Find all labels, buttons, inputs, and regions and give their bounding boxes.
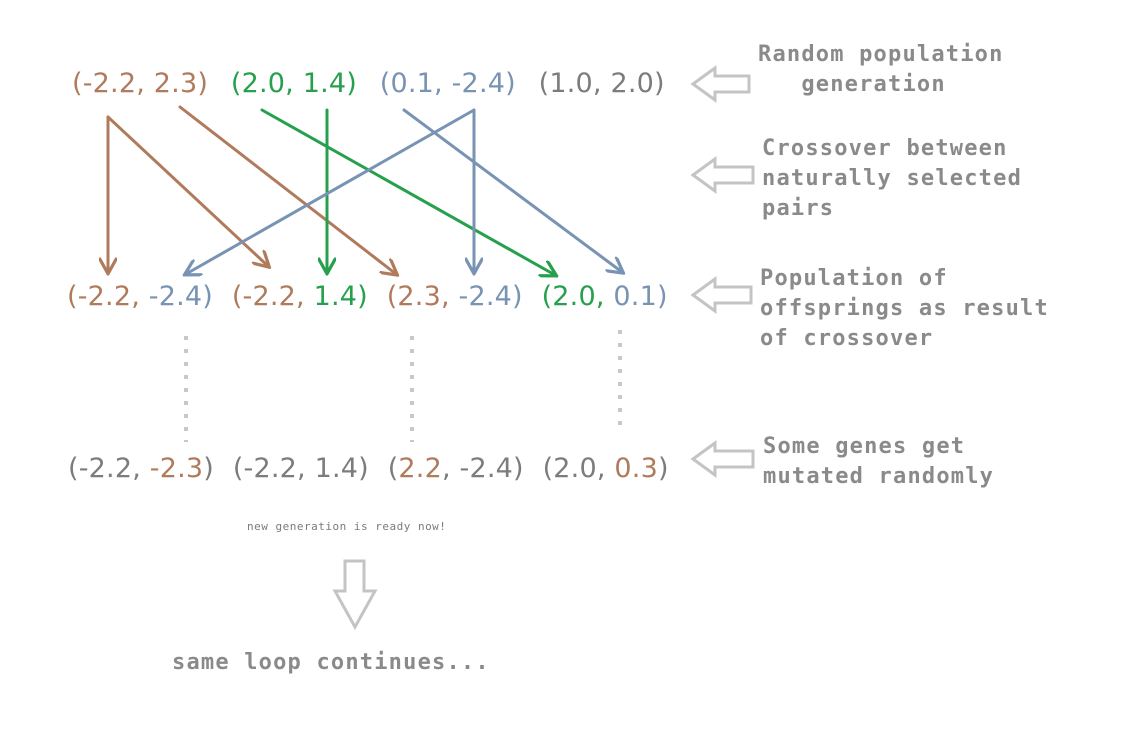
initial-population-row: (-2.2, 2.3) (2.0, 1.4) (0.1, -2.4) (1.0,…: [72, 68, 665, 99]
individual-2: (2.0, 1.4): [230, 68, 357, 99]
brown-arrow-2: [106, 115, 268, 266]
mutated-1-gene-a: -2.2: [78, 453, 133, 484]
hollow-arrow-left-icon-4: [690, 440, 755, 478]
mutated-2-close: ): [358, 453, 369, 484]
offspring-population-row: (-2.2, -2.4) (-2.2, 1.4) (2.3, -2.4) (2.…: [67, 281, 668, 312]
offspring-3-open: (: [386, 281, 398, 312]
caption-random-population-line-2: generation: [758, 72, 946, 97]
mutated-4-gene-b: 0.3: [614, 453, 658, 484]
mutated-2-gene-a: -2.2: [243, 453, 298, 484]
new-generation-note: new generation is ready now!: [247, 520, 447, 533]
offspring-2: (-2.2, 1.4): [232, 281, 368, 312]
green-arrow-2: [260, 108, 555, 275]
mutated-3-open: (: [387, 453, 399, 484]
mutated-2-open: (: [232, 453, 244, 484]
offspring-4: (2.0, 0.1): [542, 281, 668, 312]
caption-mutation-line-1: Some genes get: [763, 434, 966, 459]
offspring-3: (2.3, -2.4): [387, 281, 523, 312]
hollow-arrow-left-icon-3: [690, 276, 753, 314]
offspring-2-gene-a: -2.2: [242, 281, 297, 312]
caption-offspring-line-3: of crossover: [760, 326, 934, 351]
offspring-3-gene-a: 2.3: [397, 281, 441, 312]
offspring-1-close: ): [202, 281, 214, 312]
offspring-4-gene-a: 2.0: [552, 281, 596, 312]
mutated-1-close: ): [203, 453, 215, 484]
hollow-arrow-left-icon-1: [690, 65, 751, 103]
mutated-2-gene-b: 1.4: [314, 453, 359, 484]
caption-crossover-line-3: pairs: [762, 196, 835, 221]
offspring-1-gene-a: -2.2: [77, 281, 132, 312]
individual-4: (1.0, 2.0): [538, 68, 665, 99]
blue-arrow-3: [402, 108, 622, 272]
mutated-3: (2.2, -2.4): [388, 453, 524, 484]
offspring-1-sep: ,: [131, 281, 149, 312]
mutation-connectors: [184, 330, 622, 442]
mutated-population-row: (-2.2, -2.3) (-2.2, 1.4) (2.2, -2.4) (2.…: [68, 453, 669, 484]
mutated-3-gene-b: -2.4: [459, 453, 514, 484]
caption-offspring-line-2: offsprings as result: [760, 296, 1049, 321]
caption-crossover-line-2: naturally selected: [762, 166, 1023, 191]
mutated-3-close: ): [513, 453, 524, 484]
green-crossover-arrows: [260, 108, 555, 275]
individual-1: (-2.2, 2.3): [72, 68, 209, 99]
brown-arrow-3: [178, 105, 396, 274]
caption-offspring-line-1: Population of: [760, 266, 948, 291]
offspring-1: (-2.2, -2.4): [67, 281, 213, 312]
offspring-1-gene-b: -2.4: [148, 281, 203, 312]
offspring-4-gene-b: 0.1: [613, 281, 657, 312]
caption-random-population: Random population generation: [758, 40, 1004, 100]
hollow-pointer-arrows: [690, 65, 755, 478]
offspring-3-gene-b: -2.4: [458, 281, 513, 312]
caption-crossover: Crossover between naturally selected pai…: [762, 134, 1022, 224]
mutated-3-gene-a: 2.2: [398, 453, 442, 484]
footer-loop-text: same loop continues...: [172, 650, 490, 675]
caption-mutation: Some genes get mutated randomly: [763, 432, 994, 492]
caption-mutation-line-2: mutated randomly: [763, 464, 995, 489]
mutated-2: (-2.2, 1.4): [233, 453, 369, 484]
mutated-4-close: ): [657, 453, 669, 484]
mutated-1: (-2.2, -2.3): [68, 453, 214, 484]
mutated-4-sep: ,: [596, 453, 615, 484]
offspring-2-open: (: [231, 281, 243, 312]
offspring-2-sep: ,: [296, 281, 314, 312]
caption-random-population-line-1: Random population: [758, 42, 1004, 67]
offspring-4-close: ): [656, 281, 668, 312]
blue-crossover-arrows: [186, 108, 622, 274]
caption-offspring-population: Population of offsprings as result of cr…: [760, 264, 1049, 354]
offspring-3-close: ): [512, 281, 523, 312]
mutated-4-open: (: [542, 453, 554, 484]
hollow-arrow-left-icon-2: [690, 156, 755, 194]
mutated-1-gene-b: -2.3: [149, 453, 204, 484]
hollow-arrow-down-icon: [332, 559, 378, 631]
mutated-4: (2.0, 0.3): [543, 453, 669, 484]
mutated-1-sep: ,: [132, 453, 150, 484]
brown-crossover-arrows: [106, 105, 396, 274]
blue-arrow-1: [186, 108, 476, 274]
offspring-2-gene-b: 1.4: [313, 281, 358, 312]
offspring-4-sep: ,: [595, 281, 614, 312]
mutated-3-sep: ,: [441, 453, 460, 484]
offspring-4-open: (: [541, 281, 553, 312]
caption-crossover-line-1: Crossover between: [762, 136, 1008, 161]
individual-3: (0.1, -2.4): [379, 68, 516, 99]
mutated-4-gene-a: 2.0: [553, 453, 597, 484]
offspring-3-sep: ,: [440, 281, 459, 312]
mutated-1-open: (: [68, 453, 79, 484]
offspring-1-open: (: [67, 281, 78, 312]
mutated-2-sep: ,: [297, 453, 315, 484]
offspring-2-close: ): [357, 281, 368, 312]
